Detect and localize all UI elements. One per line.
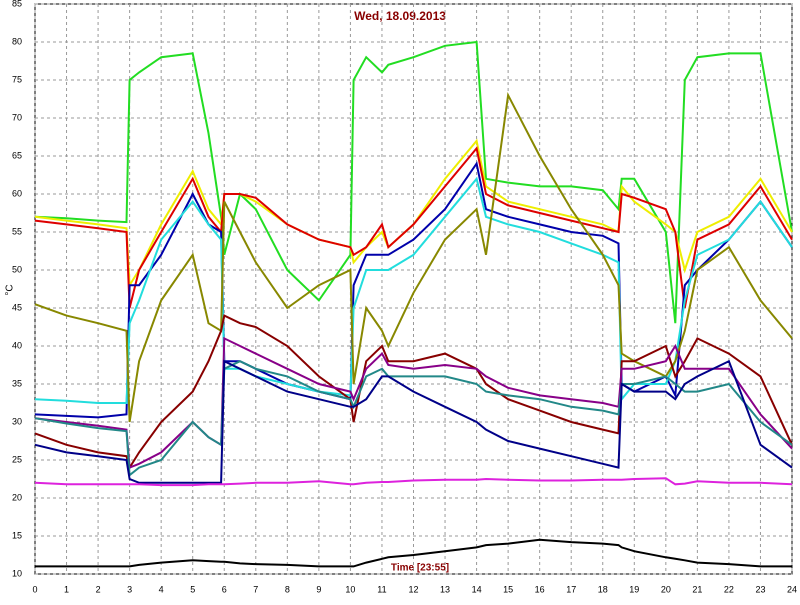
- series-line: [34, 176, 793, 404]
- series-line: [34, 91, 793, 423]
- y-tick-label: 65: [12, 150, 22, 160]
- chart-title: Wed, 18.09.2013: [354, 9, 446, 23]
- series-line: [34, 40, 793, 324]
- x-tick-label: 14: [472, 584, 482, 594]
- x-tick-label: 6: [222, 584, 227, 594]
- y-tick-label: 15: [12, 530, 22, 540]
- x-tick-label: 18: [598, 584, 608, 594]
- y-tick-label: 25: [12, 454, 22, 464]
- y-tick-label: 55: [12, 226, 22, 236]
- series-line: [34, 360, 793, 478]
- series-line: [34, 314, 793, 471]
- y-tick-label: 45: [12, 302, 22, 312]
- x-tick-label: 17: [566, 584, 576, 594]
- x-tick-label: 8: [285, 584, 290, 594]
- annotation: Time [23:55]: [391, 563, 449, 574]
- y-tick-label: 40: [12, 340, 22, 350]
- x-tick-label: 12: [408, 584, 418, 594]
- series-line: [34, 336, 793, 470]
- y-tick-label: 85: [12, 0, 22, 8]
- x-tick-label: 23: [755, 584, 765, 594]
- x-tick-label: 19: [629, 584, 639, 594]
- x-tick-label: 20: [661, 584, 671, 594]
- y-tick-label: 50: [12, 264, 22, 274]
- series-line: [34, 138, 793, 289]
- x-tick-label: 7: [253, 584, 258, 594]
- x-tick-label: 4: [159, 584, 164, 594]
- x-tick-label: 9: [316, 584, 321, 594]
- x-tick-label: 11: [377, 584, 386, 594]
- y-tick-label: 70: [12, 112, 22, 122]
- series-line: [34, 359, 793, 484]
- x-tick-label: 24: [787, 584, 797, 594]
- x-tick-label: 15: [503, 584, 513, 594]
- x-tick-label: 5: [190, 584, 195, 594]
- x-tick-label: 10: [345, 584, 355, 594]
- x-tick-label: 2: [96, 584, 101, 594]
- x-tick-label: 0: [32, 584, 37, 594]
- x-tick-label: 16: [535, 584, 545, 594]
- series-line: [34, 146, 793, 309]
- y-tick-label: 60: [12, 188, 22, 198]
- x-tick-label: 22: [724, 584, 734, 594]
- x-tick-label: 13: [440, 584, 450, 594]
- y-tick-label: 80: [12, 36, 22, 46]
- y-tick-label: 35: [12, 378, 22, 388]
- y-tick-label: 75: [12, 74, 22, 84]
- x-tick-label: 21: [692, 584, 702, 594]
- y-tick-label: 20: [12, 492, 22, 502]
- series-line: [35, 538, 792, 568]
- x-tick-label: 1: [64, 584, 69, 594]
- series-line: [34, 161, 793, 419]
- y-tick-label: 30: [12, 416, 22, 426]
- y-axis-label: °C: [5, 284, 16, 295]
- y-tick-label: 10: [12, 568, 22, 578]
- series-line: [34, 477, 793, 487]
- x-tick-label: 3: [127, 584, 132, 594]
